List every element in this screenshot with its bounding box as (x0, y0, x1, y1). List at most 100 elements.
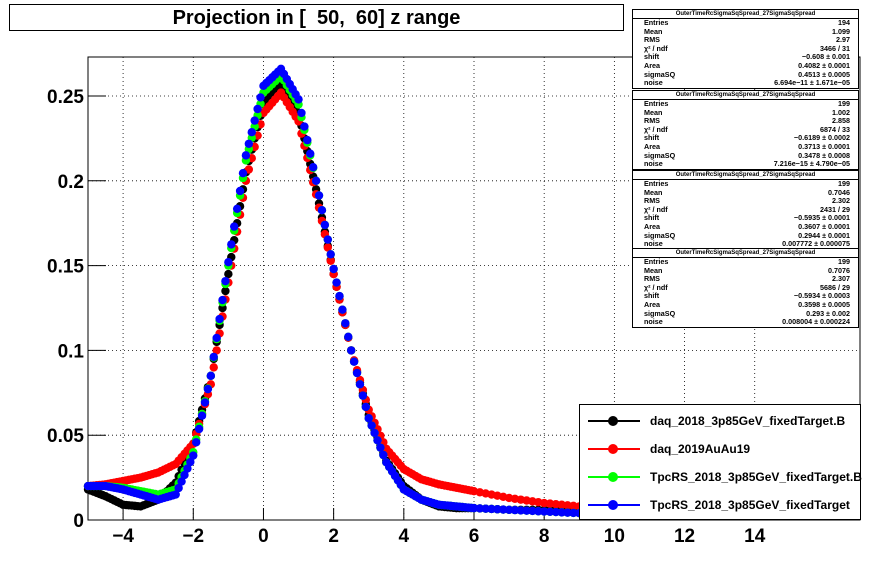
data-point (355, 380, 365, 389)
stats-row: Area 0.3607 ± 0.0001 (633, 222, 858, 232)
stats-row: noise 7.216e−15 ± 4.790e−05 (633, 160, 858, 169)
stats-key: noise (644, 239, 663, 249)
stats-value: 3466 / 31 (820, 43, 850, 53)
stats-value: 2.97 (836, 35, 850, 45)
series-0 (83, 78, 584, 516)
data-point (203, 384, 213, 394)
data-point (180, 470, 189, 480)
data-point (174, 483, 183, 493)
stats-value: −0.608 ± 0.001 (801, 52, 850, 62)
x-tick-label: 6 (469, 526, 480, 547)
chart-title: Projection in [ 50, 60] z range (9, 4, 624, 31)
stats-key: shift (644, 52, 660, 62)
data-point (294, 95, 303, 104)
data-point (306, 149, 315, 158)
stats-key: shift (644, 213, 660, 223)
stats-panel: OuterTimeRcSigmaSqSpread_27SigmaSqSpread… (632, 248, 859, 328)
stats-value: 199 (838, 99, 850, 108)
y-tick-label: 0.1 (58, 341, 85, 362)
stats-row: Mean 0.7076 (633, 265, 858, 276)
stats-panel: OuterTimeRcSigmaSqSpread_27SigmaSqSpread… (632, 9, 859, 89)
stats-panel: OuterTimeRcSigmaSqSpread_27SigmaSqSpread… (632, 90, 859, 170)
stats-row: sigmaSQ 0.4513 ± 0.0005 (633, 69, 858, 80)
data-point (218, 295, 227, 305)
stats-value: 194 (838, 18, 850, 27)
data-point (235, 186, 245, 196)
data-point (308, 163, 318, 172)
stats-key: χ² / ndf (644, 124, 668, 134)
stats-row: Entries 199 (633, 179, 858, 189)
stats-row: RMS 2.307 (633, 275, 858, 284)
stats-value: −0.5934 ± 0.0003 (793, 291, 850, 301)
data-point (212, 346, 221, 355)
legend-label: TpcRS_2018_3p85GeV_fixedTarget.B (650, 470, 862, 484)
data-point (253, 104, 262, 114)
y-tick-label: 0.25 (47, 87, 84, 108)
data-point (326, 250, 335, 259)
x-tick-label: 8 (539, 526, 550, 547)
axes: −4 −2 0 2 4 6 8 10 12 14 0 0.05 0.1 0.15 0.2 0.25 (47, 87, 766, 547)
stats-row: RMS 2.302 (633, 197, 858, 206)
data-point (323, 235, 332, 244)
stats-row: Entries 199 (633, 257, 858, 267)
stats-value: 0.7046 (828, 187, 850, 197)
stats-value: 1.002 (832, 107, 850, 117)
data-point (311, 176, 321, 186)
stats-key: noise (644, 159, 663, 169)
stats-key: shift (644, 291, 660, 301)
data-point (200, 398, 210, 407)
data-point (352, 368, 362, 378)
stats-key: Area (644, 141, 660, 151)
data-point (194, 424, 204, 434)
stats-row: Entries 199 (633, 99, 858, 109)
stats-key: Mean (644, 265, 663, 275)
stats-value: 0.4513 ± 0.0005 (798, 69, 850, 79)
stats-header: OuterTimeRcSigmaSqSpread_27SigmaSqSpread (633, 91, 858, 100)
stats-value: 6874 / 33 (820, 124, 850, 134)
data-point (344, 332, 353, 342)
stats-row: χ² / ndf 5686 / 29 (633, 283, 858, 293)
stats-key: sigmaSQ (644, 230, 676, 240)
data-point (370, 428, 379, 438)
stats-key: Mean (644, 107, 663, 117)
stats-value: 199 (838, 257, 850, 266)
data-point (247, 127, 256, 137)
data-point (332, 278, 341, 287)
stats-key: RMS (644, 35, 660, 45)
data-point (212, 333, 221, 343)
stats-key: Entries (644, 99, 669, 108)
stats-row: Mean 0.7046 (633, 187, 858, 198)
stats-value: 0.007772 ± 0.000075 (782, 239, 850, 249)
data-point (230, 222, 239, 231)
stats-value: 2431 / 29 (820, 204, 850, 214)
x-tick-label: 0 (258, 526, 269, 547)
data-point (297, 108, 306, 118)
data-point (177, 477, 186, 486)
data-point (300, 122, 309, 131)
data-point (303, 135, 312, 145)
data-point (367, 421, 376, 430)
legend-label: daq_2019AuAu19 (650, 442, 751, 456)
stats-key: RMS (644, 196, 660, 206)
stats-row: Area 0.4082 ± 0.0001 (633, 61, 858, 71)
data-point (346, 346, 356, 355)
stats-value: 0.008004 ± 0.000224 (782, 317, 850, 327)
data-point (373, 436, 382, 445)
stats-value: 0.3478 ± 0.0008 (798, 150, 850, 160)
stats-key: sigmaSQ (644, 308, 676, 318)
legend-item: daq_2019AuAu19 (580, 435, 860, 463)
stats-key: sigmaSQ (644, 69, 676, 79)
stats-key: Entries (644, 257, 669, 266)
stats-row: Mean 1.002 (633, 107, 858, 118)
stats-value: 0.3713 ± 0.0001 (798, 141, 850, 151)
data-point (256, 93, 265, 102)
stats-row: RMS 2.97 (633, 36, 858, 45)
series-2 (83, 71, 584, 518)
y-tick-label: 0.05 (47, 426, 84, 447)
stats-row: χ² / ndf 2431 / 29 (633, 204, 858, 215)
data-point (376, 443, 385, 452)
data-point (250, 116, 259, 125)
stats-value: 199 (838, 179, 850, 188)
legend-marker-icon (608, 500, 618, 510)
data-point (338, 305, 347, 314)
